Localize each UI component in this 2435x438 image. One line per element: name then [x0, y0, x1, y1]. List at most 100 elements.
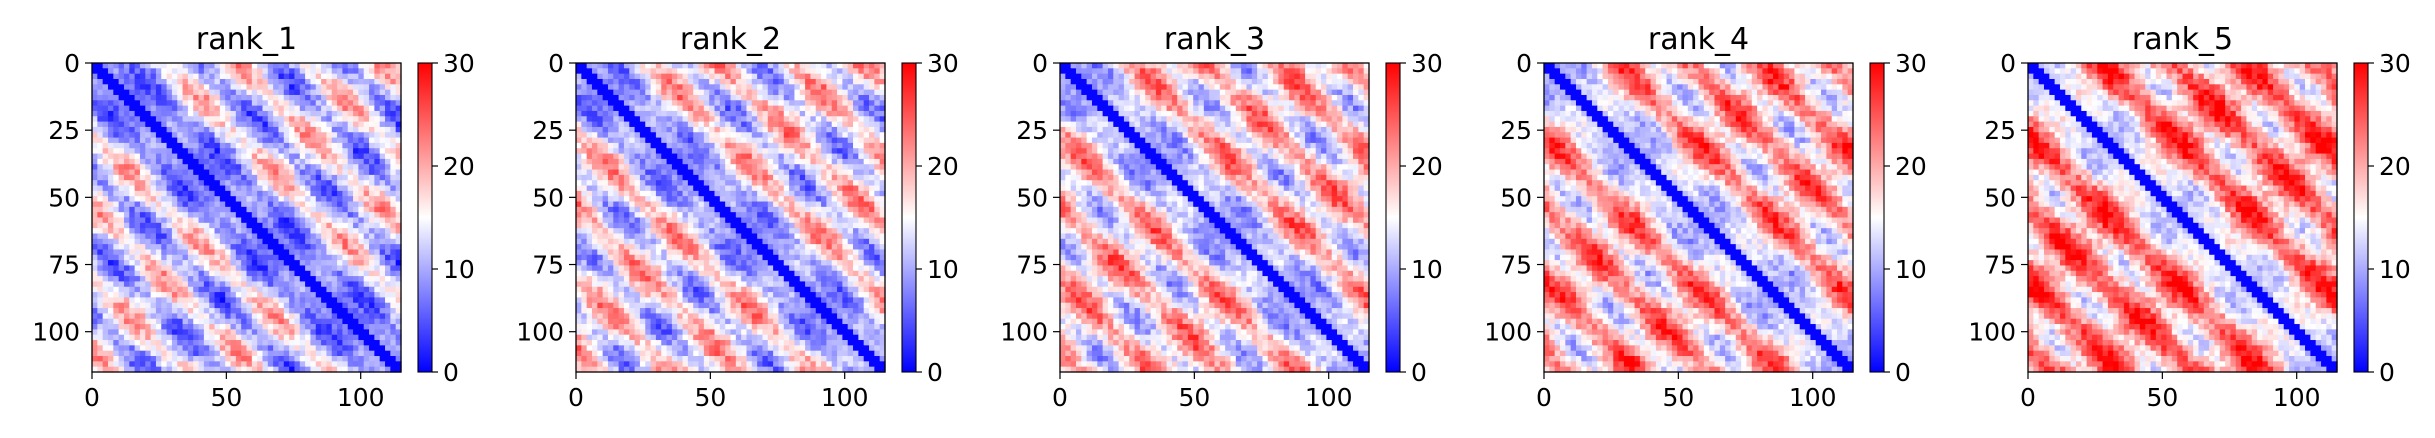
heatmap-cell	[874, 116, 881, 123]
heatmap-cell	[161, 94, 168, 101]
heatmap-cell	[581, 148, 588, 155]
heatmap-cell	[858, 100, 865, 107]
heatmap-cell	[358, 105, 365, 112]
heatmap-cell	[671, 121, 678, 128]
heatmap-cell	[698, 68, 705, 75]
heatmap-cell	[650, 190, 657, 197]
heatmap-cell	[315, 222, 322, 229]
heatmap-cell	[267, 292, 274, 299]
heatmap-cell	[129, 324, 136, 330]
heatmap-cell	[347, 201, 354, 208]
heatmap-cell	[874, 142, 881, 149]
heatmap-cell	[214, 308, 221, 314]
heatmap-cell	[374, 270, 381, 277]
heatmap-cell	[203, 94, 210, 101]
heatmap-cell	[783, 142, 790, 149]
heatmap-cell	[337, 94, 343, 101]
heatmap-cell	[235, 366, 242, 373]
heatmap-cell	[395, 148, 402, 155]
heatmap-cell	[123, 324, 130, 330]
heatmap-cell	[299, 345, 306, 352]
heatmap-cell	[283, 356, 290, 362]
heatmap-cell	[123, 89, 130, 96]
heatmap-cell	[607, 89, 614, 96]
heatmap-cell	[123, 116, 130, 123]
heatmap-cell	[209, 270, 216, 277]
heatmap-cell	[735, 132, 742, 139]
heatmap-cell	[118, 153, 125, 160]
heatmap-cell	[842, 148, 849, 155]
heatmap-cell	[241, 89, 248, 96]
heatmap-cell	[671, 73, 678, 80]
heatmap-cell	[374, 356, 381, 362]
heatmap-cell	[262, 63, 269, 69]
heatmap-cell	[837, 132, 843, 139]
heatmap-cell	[177, 324, 184, 330]
heatmap-cell	[799, 153, 806, 160]
heatmap-cell	[246, 84, 253, 91]
heatmap-cell	[155, 174, 162, 181]
heatmap-cell	[634, 180, 641, 187]
heatmap-cell	[182, 249, 189, 256]
heatmap-cell	[623, 206, 630, 213]
heatmap-cell	[794, 174, 801, 181]
heatmap-cell	[666, 201, 673, 208]
heatmap-cell	[347, 132, 354, 139]
heatmap-cell	[655, 137, 662, 144]
heatmap-cell	[831, 73, 838, 80]
heatmap-cell	[618, 180, 625, 187]
heatmap-cell	[97, 222, 104, 229]
heatmap-cell	[353, 334, 359, 341]
heatmap-cell	[251, 63, 258, 69]
heatmap-cell	[230, 196, 237, 203]
heatmap-cell	[379, 158, 386, 165]
heatmap-cell	[230, 185, 237, 192]
heatmap-cell	[385, 180, 391, 187]
heatmap-cell	[879, 169, 886, 176]
heatmap-cell	[634, 84, 641, 91]
heatmap-cell	[655, 180, 662, 187]
heatmap-cell	[629, 164, 636, 171]
heatmap-cell	[874, 89, 881, 96]
heatmap-cell	[123, 137, 130, 144]
heatmap-cell	[198, 292, 205, 299]
heatmap-cell	[182, 89, 189, 96]
heatmap-cell	[278, 201, 285, 208]
heatmap-cell	[725, 89, 732, 96]
heatmap-cell	[331, 292, 338, 299]
heatmap-cell	[289, 148, 296, 155]
heatmap-cell	[613, 84, 620, 91]
heatmap-cell	[698, 89, 705, 96]
heatmap-cell	[310, 222, 317, 229]
heatmap-cell	[203, 142, 210, 149]
heatmap-cell	[225, 276, 232, 283]
heatmap-cell	[230, 94, 237, 101]
heatmap-cell	[251, 356, 258, 362]
heatmap-cell	[353, 153, 359, 160]
heatmap-cell	[310, 153, 317, 160]
heatmap-cell	[113, 233, 120, 240]
heatmap-cell	[805, 63, 812, 69]
heatmap-cell	[623, 100, 630, 107]
heatmap-cell	[225, 233, 232, 240]
heatmap-cell	[187, 169, 194, 176]
heatmap-cell	[869, 100, 875, 107]
heatmap-cell	[629, 89, 636, 96]
heatmap-cell	[193, 292, 200, 299]
heatmap-cell	[853, 169, 859, 176]
heatmap-cell	[203, 366, 210, 373]
heatmap-cell	[310, 244, 317, 251]
heatmap-cell	[853, 201, 859, 208]
heatmap-cell	[714, 89, 721, 96]
heatmap-cell	[166, 110, 173, 117]
heatmap-cell	[278, 73, 285, 80]
heatmap-cell	[118, 334, 125, 341]
heatmap-cell	[576, 84, 582, 91]
heatmap-cell	[655, 84, 662, 91]
heatmap-cell	[198, 366, 205, 373]
heatmap-cell	[187, 63, 194, 69]
heatmap-cell	[214, 361, 221, 368]
heatmap-cell	[283, 313, 290, 320]
heatmap-cell	[235, 302, 242, 309]
heatmap-cell	[847, 185, 854, 192]
